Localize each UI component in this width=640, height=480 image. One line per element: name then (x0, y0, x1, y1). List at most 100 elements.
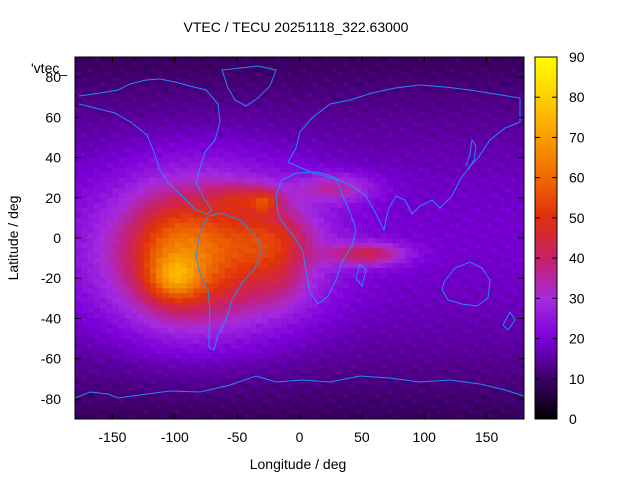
heatmap-cell (343, 67, 350, 73)
heatmap-cell (293, 378, 301, 385)
heatmap-cell (87, 157, 95, 164)
heatmap-cell (287, 177, 294, 184)
heatmap-cell (99, 348, 107, 355)
heatmap-cell (93, 348, 101, 355)
heatmap-cell (249, 62, 257, 68)
heatmap-cell (280, 177, 288, 184)
heatmap-cell (355, 152, 363, 159)
heatmap-cell (393, 57, 400, 63)
heatmap-cell (112, 378, 120, 385)
heatmap-cell (118, 358, 126, 365)
heatmap-cell (336, 152, 344, 159)
heatmap-cell (380, 358, 388, 365)
heatmap-cell (237, 82, 244, 88)
heatmap-cell (287, 358, 294, 365)
heatmap-cell (330, 127, 338, 134)
heatmap-cell (237, 383, 244, 390)
heatmap-cell (474, 127, 481, 134)
heatmap-cell (174, 167, 182, 174)
heatmap-cell (262, 378, 269, 385)
heatmap-cell (424, 398, 432, 405)
heatmap-cell (199, 318, 207, 325)
heatmap-cell (349, 117, 357, 123)
heatmap-cell (162, 338, 170, 345)
heatmap-cell (467, 212, 475, 219)
heatmap-cell (268, 182, 276, 189)
heatmap-cell (168, 147, 176, 154)
heatmap-cell (386, 142, 394, 149)
heatmap-cell (293, 298, 301, 304)
heatmap-cell (268, 388, 276, 395)
heatmap-cell (224, 172, 232, 179)
heatmap-cell (287, 62, 294, 68)
heatmap-cell (218, 152, 226, 159)
heatmap-cell (293, 97, 301, 103)
heatmap-cell (193, 308, 201, 315)
heatmap-cell (455, 383, 463, 390)
heatmap-cell (143, 157, 151, 164)
heatmap-cell (467, 172, 475, 179)
heatmap-cell (393, 197, 400, 204)
heatmap-cell (287, 373, 294, 380)
heatmap-cell (511, 388, 519, 395)
heatmap-cell (511, 378, 519, 385)
heatmap-cell (280, 222, 288, 229)
heatmap-cell (380, 152, 388, 159)
heatmap-cell (255, 97, 263, 103)
heatmap-cell (467, 373, 475, 380)
heatmap-cell (162, 293, 170, 299)
heatmap-cell (311, 87, 319, 93)
heatmap-cell (455, 202, 463, 209)
heatmap-cell (280, 67, 288, 73)
heatmap-cell (349, 278, 357, 284)
heatmap-cell (174, 373, 182, 380)
heatmap-cell (156, 227, 163, 234)
heatmap-cell (237, 162, 244, 169)
heatmap-cell (280, 217, 288, 224)
heatmap-cell (311, 263, 319, 269)
heatmap-cell (411, 202, 419, 209)
heatmap-cell (230, 268, 238, 274)
heatmap-cell (386, 192, 394, 199)
heatmap-cell (274, 398, 282, 405)
heatmap-cell (517, 343, 524, 350)
heatmap-cell (162, 243, 170, 249)
heatmap-cell (218, 202, 226, 209)
heatmap-cell (455, 268, 463, 274)
heatmap-cell (243, 227, 251, 234)
heatmap-cell (411, 222, 419, 229)
heatmap-cell (224, 217, 232, 224)
heatmap-cell (393, 122, 400, 128)
heatmap-cell (355, 313, 363, 320)
heatmap-cell (224, 92, 232, 98)
heatmap-cell (193, 122, 201, 128)
heatmap-cell (380, 333, 388, 340)
heatmap-cell (305, 303, 313, 309)
heatmap-cell (430, 393, 438, 400)
heatmap-cell (374, 112, 382, 118)
heatmap-cell (499, 328, 506, 335)
heatmap-cell (81, 238, 89, 244)
heatmap-cell (224, 177, 232, 184)
heatmap-cell (118, 177, 126, 184)
heatmap-cell (243, 338, 251, 345)
heatmap-cell (461, 222, 469, 229)
heatmap-cell (237, 248, 244, 254)
heatmap-cell (81, 132, 89, 139)
heatmap-cell (299, 313, 307, 320)
heatmap-cell (99, 132, 107, 139)
heatmap-cell (112, 197, 120, 204)
heatmap-cell (455, 207, 463, 214)
heatmap-cell (411, 57, 419, 63)
heatmap-cell (81, 373, 89, 380)
heatmap-cell (262, 97, 269, 103)
heatmap-cell (174, 343, 182, 350)
heatmap-cell (505, 383, 513, 390)
heatmap-cell (411, 232, 419, 239)
heatmap-cell (299, 333, 307, 340)
heatmap-cell (168, 318, 176, 325)
heatmap-cell (318, 92, 326, 98)
heatmap-cell (131, 117, 138, 123)
heatmap-cell (218, 353, 226, 360)
heatmap-cell (411, 67, 419, 73)
